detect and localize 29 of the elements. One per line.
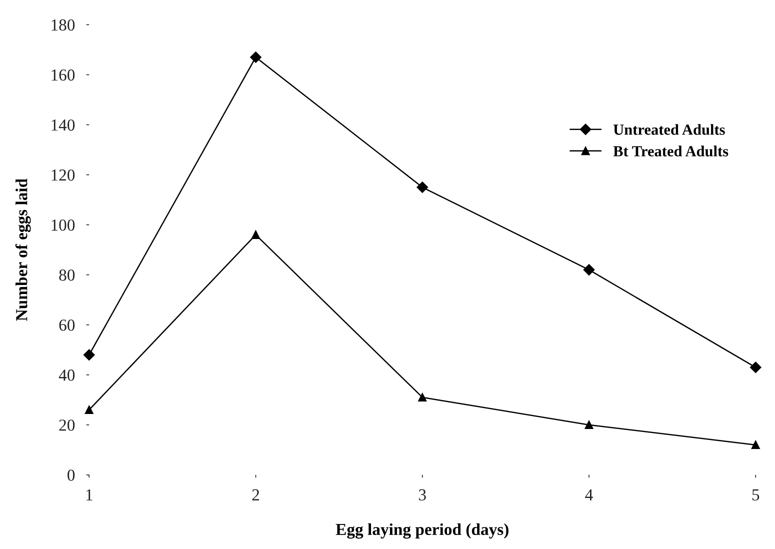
point bbox=[418, 393, 427, 402]
x-tick-label: 1 bbox=[86, 489, 92, 500]
y-tick-label: 100 bbox=[52, 219, 75, 231]
x-tick-label: 4 bbox=[585, 489, 593, 500]
point bbox=[250, 52, 262, 63]
y-axis-title: Number of eggs laid bbox=[15, 178, 31, 321]
legend-label: Bt Treated Adults bbox=[613, 146, 728, 156]
point bbox=[584, 420, 594, 430]
x-tick-label: 2 bbox=[252, 489, 259, 500]
y-tick-label: 60 bbox=[59, 320, 75, 331]
point bbox=[416, 182, 428, 193]
y-tick-label: 180 bbox=[52, 19, 75, 31]
y-tick-label: 80 bbox=[59, 270, 75, 281]
x-tick-label: 5 bbox=[752, 489, 760, 501]
point bbox=[84, 349, 95, 360]
y-tick-label: 40 bbox=[58, 370, 75, 381]
x-tick-label: 3 bbox=[419, 489, 426, 501]
y-tick-label: 160 bbox=[52, 69, 75, 81]
point bbox=[750, 362, 762, 373]
y-tick-label: 0 bbox=[68, 470, 75, 481]
point bbox=[252, 230, 260, 239]
point bbox=[84, 406, 94, 414]
legend-label: Untreated Adults bbox=[613, 124, 725, 135]
y-tick-label: 120 bbox=[52, 169, 75, 181]
point bbox=[583, 264, 595, 276]
y-tick-label: 140 bbox=[52, 119, 75, 131]
y-tick-label: 20 bbox=[59, 420, 75, 431]
point bbox=[751, 440, 760, 450]
x-axis-title: Egg laying period (days) bbox=[336, 523, 508, 539]
